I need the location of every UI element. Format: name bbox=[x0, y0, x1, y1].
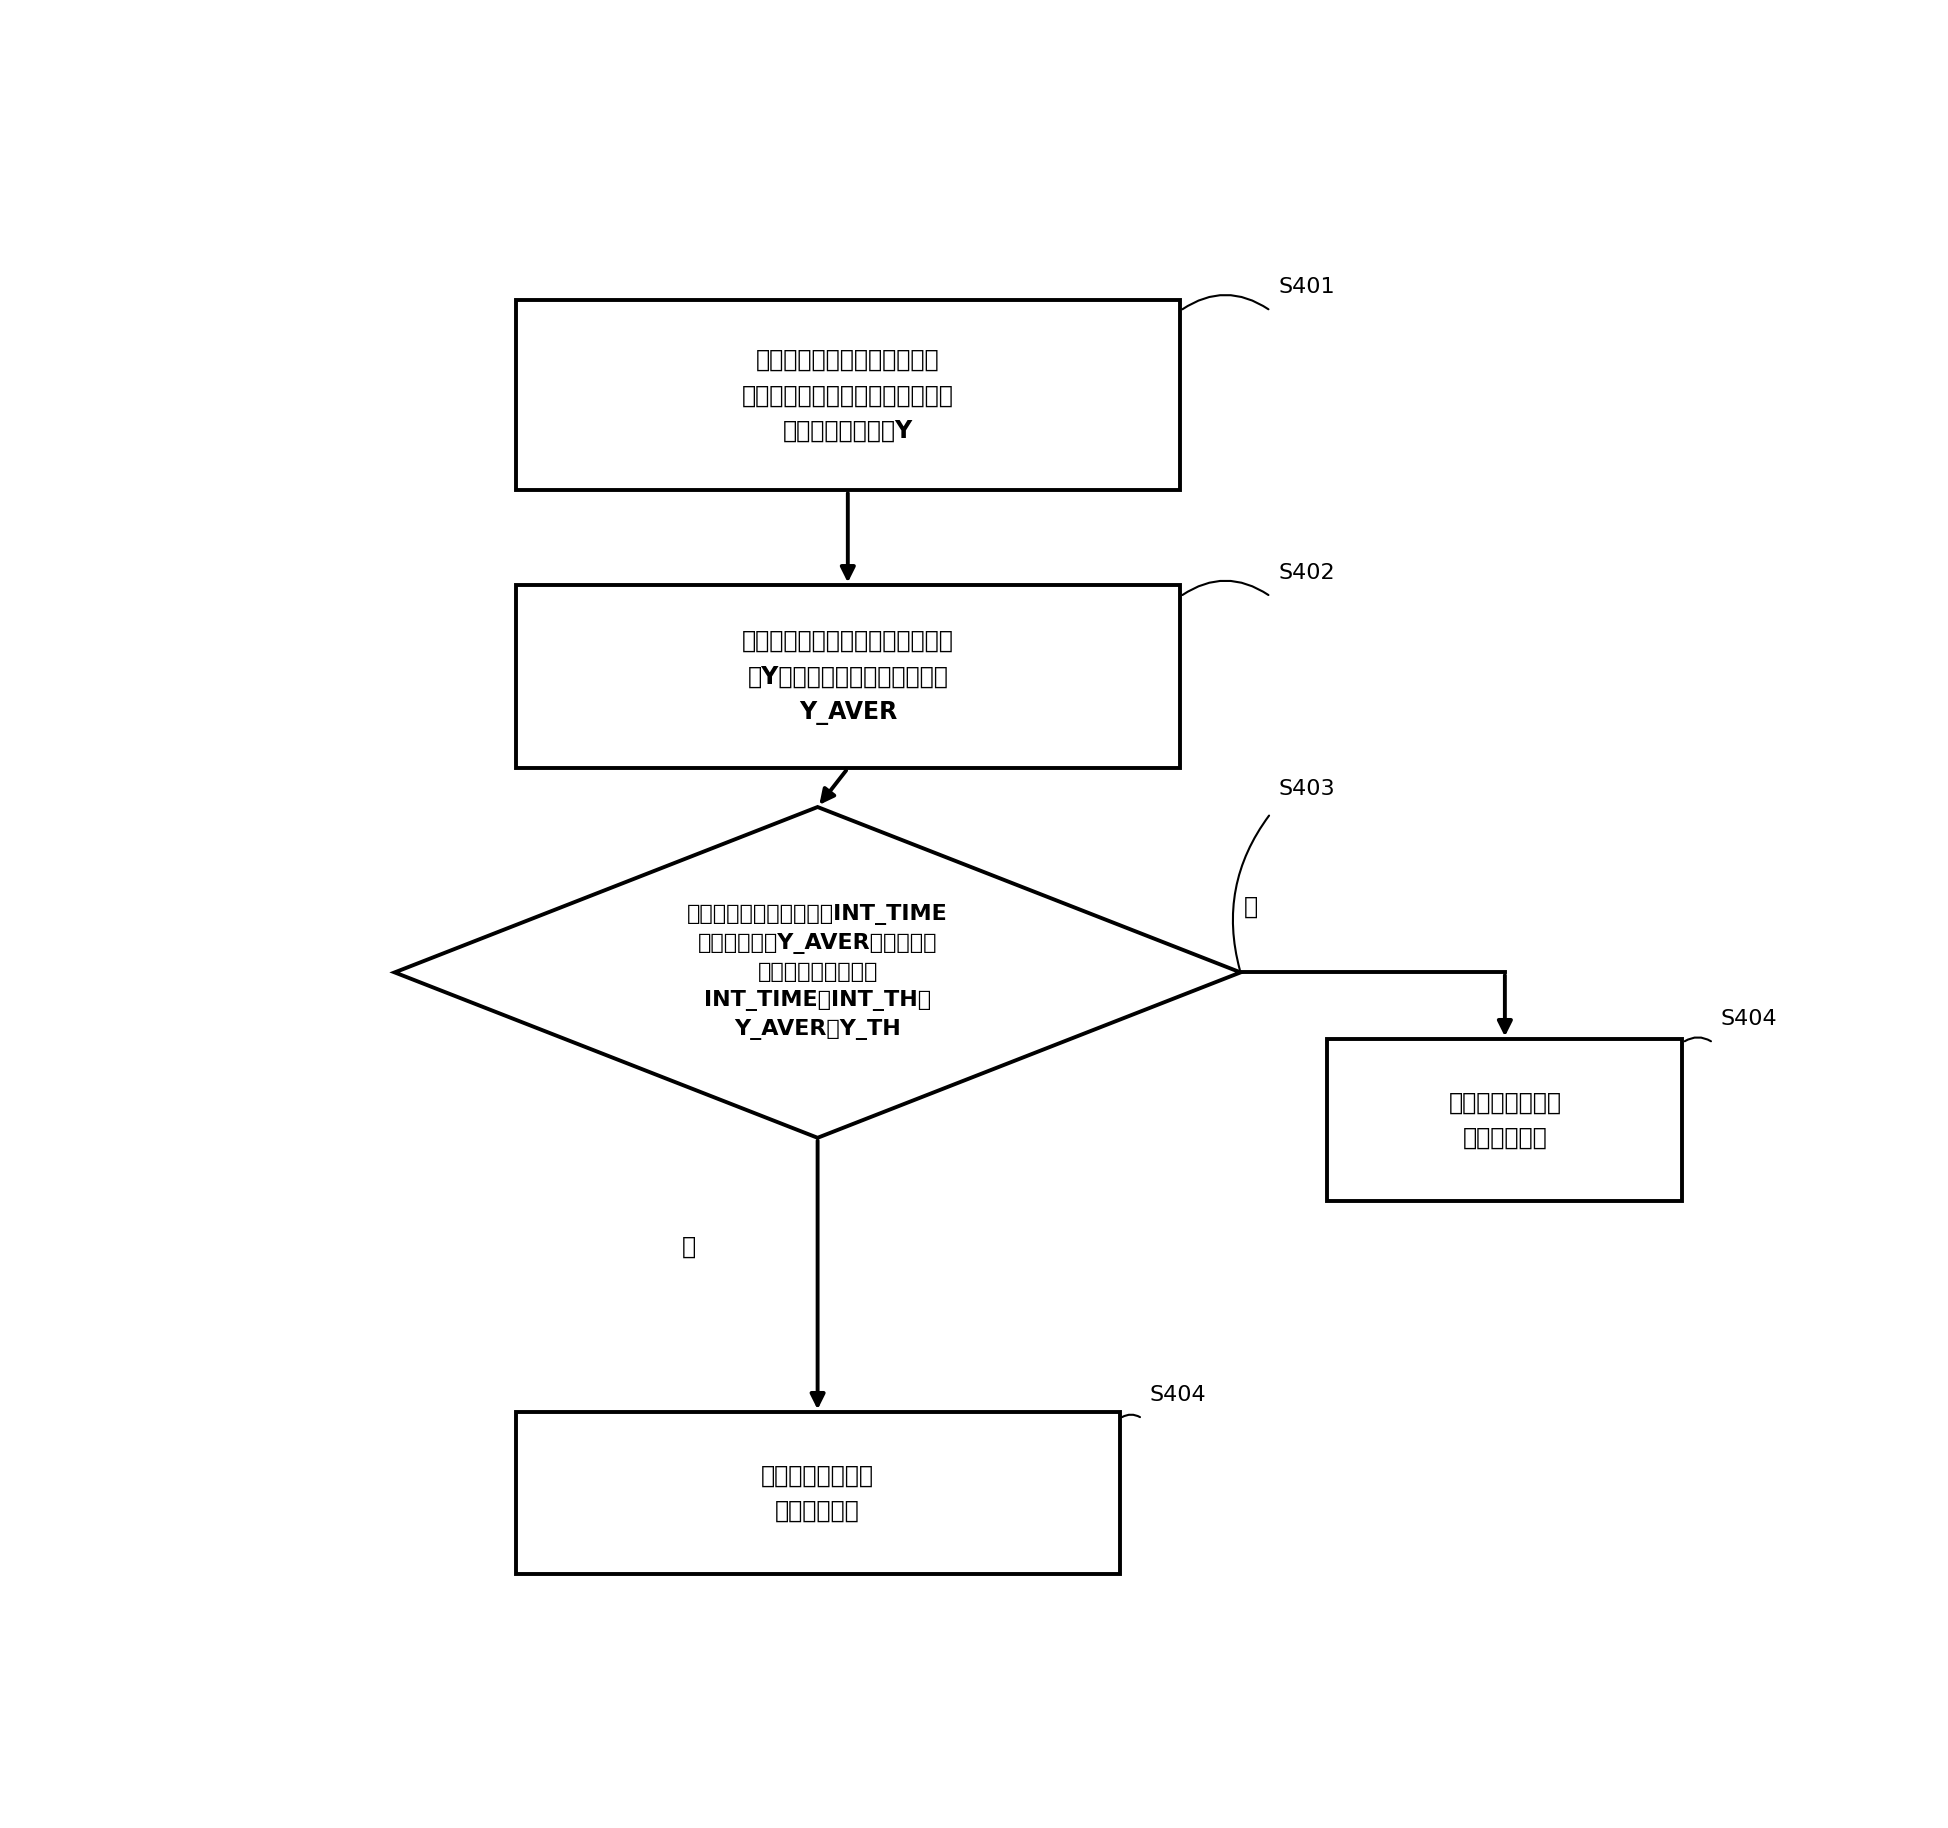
Text: S404: S404 bbox=[1149, 1384, 1206, 1404]
Text: 否: 否 bbox=[1243, 896, 1256, 919]
Text: 输入图像的拍摄场
景为室内场景: 输入图像的拍摄场 景为室内场景 bbox=[1447, 1091, 1560, 1150]
Bar bbox=[514, 585, 1180, 768]
Text: S401: S401 bbox=[1278, 276, 1334, 296]
Text: 根据输入图像的像素点的红、
绿、蓝分量值，计算输入图像的每
个像素点的亮度值Y: 根据输入图像的像素点的红、 绿、蓝分量值，计算输入图像的每 个像素点的亮度值Y bbox=[742, 347, 953, 442]
Text: S403: S403 bbox=[1278, 779, 1334, 799]
Bar bbox=[514, 300, 1180, 490]
Bar bbox=[514, 1413, 1118, 1574]
Text: S402: S402 bbox=[1278, 563, 1334, 583]
Bar bbox=[1327, 1040, 1681, 1201]
Text: 根据输入图像的每个像素点的亮度
值Y计算输入图像的亮度平均值
Y_AVER: 根据输入图像的每个像素点的亮度 值Y计算输入图像的亮度平均值 Y_AVER bbox=[742, 629, 953, 724]
Polygon shape bbox=[393, 806, 1241, 1137]
Text: 输入图像的拍摄场
景为户外场景: 输入图像的拍摄场 景为户外场景 bbox=[762, 1464, 873, 1523]
Text: 判断感光装置的曝光时间INT_TIME
和亮度平均值Y_AVER，是否同时
满足场景判断公式，
INT_TIME＜INT_TH和
Y_AVER＞Y_TH: 判断感光装置的曝光时间INT_TIME 和亮度平均值Y_AVER，是否同时 满足… bbox=[688, 905, 947, 1040]
Text: S404: S404 bbox=[1720, 1009, 1777, 1029]
Text: 是: 是 bbox=[682, 1236, 695, 1259]
